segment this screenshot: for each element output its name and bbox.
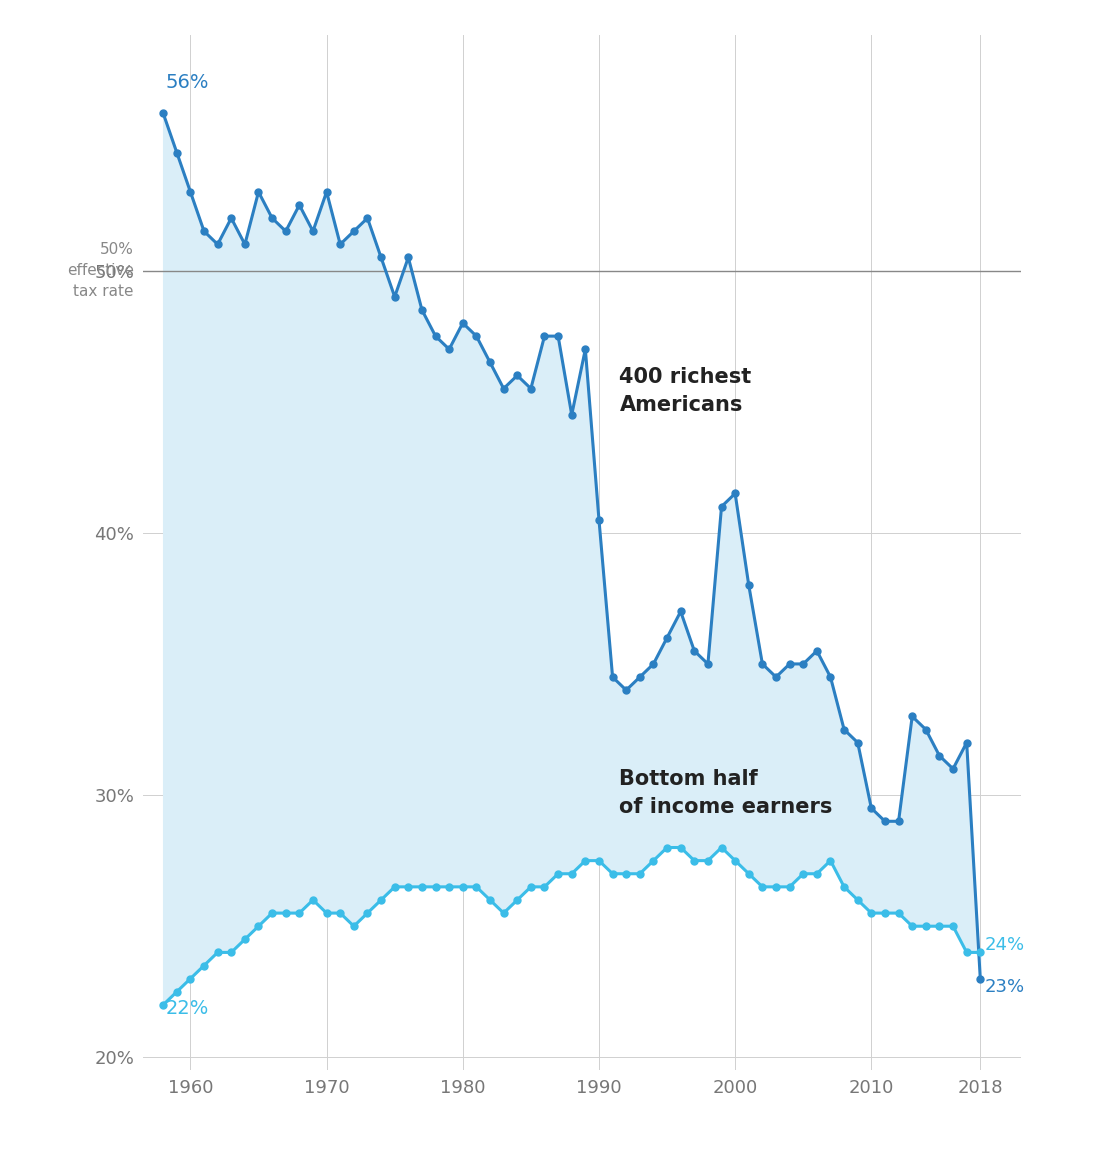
Text: Bottom half
of income earners: Bottom half of income earners bbox=[619, 769, 832, 817]
Text: 23%: 23% bbox=[985, 977, 1024, 996]
Text: 400 richest
Americans: 400 richest Americans bbox=[619, 367, 752, 414]
Text: 24%: 24% bbox=[985, 936, 1024, 953]
Text: 22%: 22% bbox=[166, 999, 210, 1017]
Text: 50%
effective
tax rate: 50% effective tax rate bbox=[67, 242, 134, 299]
Text: 56%: 56% bbox=[166, 74, 210, 92]
